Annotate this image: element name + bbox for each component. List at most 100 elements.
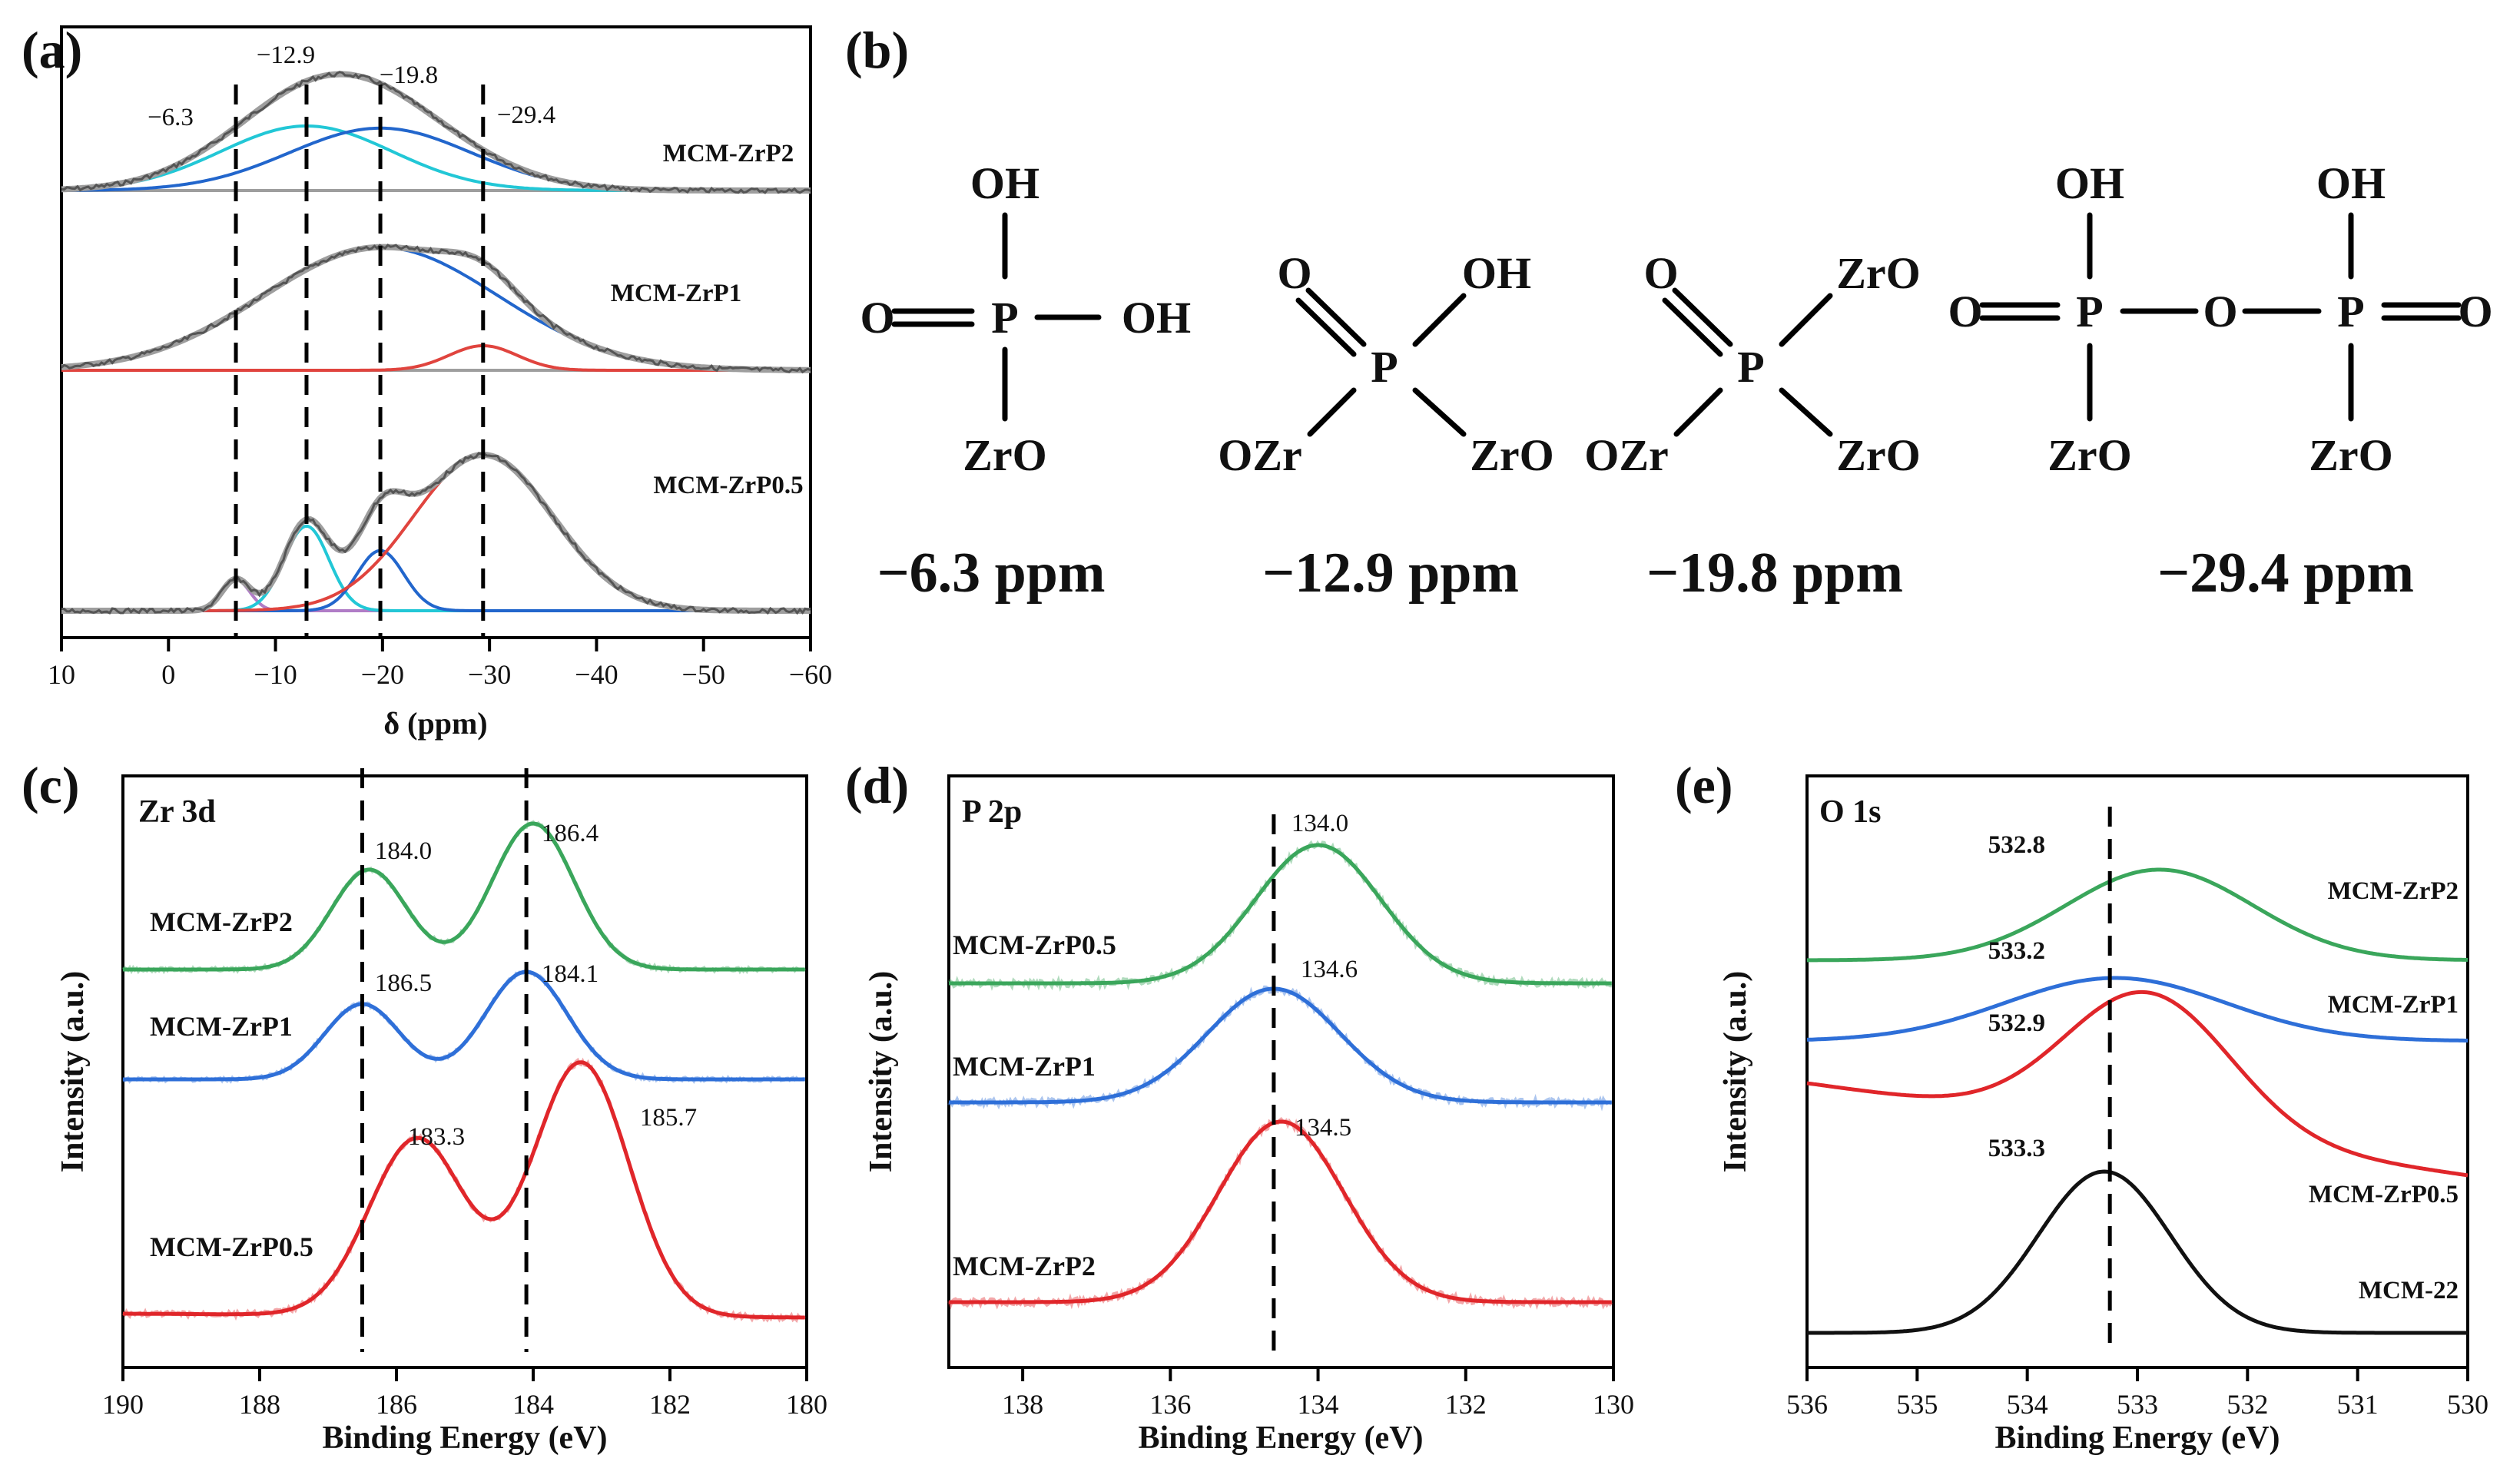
s4-oh-2: OH [2316,158,2386,208]
panel-a-series-label-1: MCM-ZrP2 [663,140,794,167]
e-peak-label-3: 532.9 [1988,1009,2045,1037]
panel-a-series-label-2: MCM-ZrP1 [611,280,741,307]
s2-oh: OH [1462,248,1531,298]
d-series-label-2: MCM-ZrP1 [953,1051,1096,1082]
c-series-label-2: MCM-ZrP1 [150,1011,293,1042]
series-line [1806,976,2468,1042]
d-series-label-3: MCM-ZrP2 [953,1251,1096,1281]
panel-a-ref-label-1: −6.3 [148,104,194,131]
c-peak-label-1: 184.0 [375,837,432,865]
d-peak-label-1: 134.0 [1292,810,1348,837]
x-tick-label: 186 [376,1389,417,1420]
e-peak-label-1: 532.8 [1988,831,2045,859]
c-peak-label-5: 183.3 [408,1123,465,1151]
s4-p-1: P [2076,287,2103,336]
panel-label-e: (e) [1675,756,1732,814]
fit-envelope-curve [61,244,811,373]
panel-a-plot [61,71,811,638]
panel-c-ylabel: Intensity (a.u.) [55,971,91,1173]
x-tick-label: 535 [1896,1389,1938,1420]
experimental-curve [61,244,811,374]
panel-e-xps-o1s: 536 535 534 533 532 531 530 O 1s Binding Energ… [1718,774,2488,1456]
x-tick-label: 132 [1445,1389,1487,1420]
panel-c-xlabel: Binding Energy (eV) [322,1420,607,1456]
shift-label-2: −12.9 ppm [1262,542,1519,605]
s3-ozr: OZr [1584,430,1669,480]
panel-a-frame [60,25,812,639]
panel-label-a: (a) [22,21,82,79]
x-tick-label: 190 [102,1389,144,1420]
series-line [949,843,1612,986]
s2-zro: ZrO [1470,430,1554,480]
raw-data-curve [947,840,1612,992]
experimental-curve [61,71,811,194]
fit-envelope-curve [61,71,811,194]
e-series-label-2: MCM-ZrP1 [2328,991,2459,1019]
series-line [1807,1169,2468,1335]
x-tick-label: 182 [649,1389,691,1420]
panel-a-nmr-chart: 10 0 −10 −20 −30 −40 −50 −60 δ (ppm) −6.3 −12.9… [48,25,832,741]
panel-b-structures: OH O P OH ZrO −6.3 ppm O OH P OZr ZrO −1… [860,158,2492,605]
c-series-label-3: MCM-ZrP0.5 [150,1231,313,1262]
s3-zro-top: ZrO [1836,248,1921,298]
panel-e-ylabel: Intensity (a.u.) [1718,971,1753,1173]
s4-oh-1: OH [2055,158,2124,208]
s1-oh-right: OH [1122,293,1191,343]
series-line [1807,867,2469,963]
panel-a-xlabel: δ (ppm) [383,706,487,741]
s1-zro-bottom: ZrO [963,430,1047,480]
x-tick-label: 180 [786,1389,827,1420]
x-tick-label: 531 [2337,1389,2379,1420]
s1-p: P [991,293,1018,343]
e-series-label-3: MCM-ZrP0.5 [2309,1181,2459,1208]
panel-e-xlabel: Binding Energy (eV) [1994,1420,2280,1456]
x-tick-label: 532 [2227,1389,2268,1420]
c-peak-label-6: 185.7 [640,1104,697,1132]
panel-a-series-label-3: MCM-ZrP0.5 [653,472,803,499]
panel-d-title-text: P 2p [962,794,1022,830]
x-tick-label: −60 [789,659,832,690]
panel-c-plot [121,768,807,1352]
c-peak-label-3: 186.5 [375,970,432,997]
x-tick-label: −30 [468,659,511,690]
e-series-label-4: MCM-22 [2359,1277,2459,1304]
panel-d-frame [947,774,1615,1369]
raw-data-curve [947,985,1613,1112]
panel-c-frame [121,774,808,1369]
s2-ozr: OZr [1218,430,1302,480]
c-peak-label-4: 184.1 [542,960,598,988]
panel-c-xps-zr3d: 190 188 186 184 182 180 Zr 3d Binding Energy … [55,768,827,1456]
experimental-curve [61,452,811,615]
x-tick-label: 188 [239,1389,280,1420]
s4-o-right: O [2458,287,2492,336]
s2-p: P [1371,342,1398,392]
structure-1: OH O P OH ZrO −6.3 ppm [860,158,1191,605]
panel-c-title: Zr 3d [138,794,216,830]
x-tick-label: 136 [1149,1389,1191,1420]
s4-zro-2: ZrO [2309,430,2393,480]
shift-label-4: −29.4 ppm [2157,542,2414,605]
panel-label-c: (c) [22,756,79,814]
panel-d-ticks: 138 136 134 132 130 [1002,1367,1634,1420]
panel-e-title: O 1s [1819,794,1882,830]
series-line [1806,989,2469,1178]
s4-zro-1: ZrO [2048,430,2132,480]
shift-label-1: −6.3 ppm [877,542,1105,605]
panel-a-ref-label-4: −29.4 [497,101,555,129]
x-tick-label: −50 [682,659,725,690]
fit-component-curve [61,246,811,372]
d-peak-label-2: 134.6 [1301,956,1358,983]
panel-d-ylabel: Intensity (a.u.) [864,971,899,1173]
series-line [123,821,805,972]
x-tick-label: 534 [2007,1389,2048,1420]
s4-o-bridge: O [2203,287,2237,336]
x-tick-label: −10 [254,659,297,690]
panel-label-b: (b) [845,21,909,79]
d-peak-label-3: 134.5 [1295,1114,1351,1142]
x-tick-label: 536 [1786,1389,1828,1420]
panel-a-ref-label-2: −12.9 [257,41,315,69]
raw-data-curve [121,820,807,975]
panel-c-ticks: 190 188 186 184 182 180 [102,1367,827,1420]
s4-p-2: P [2337,287,2364,336]
